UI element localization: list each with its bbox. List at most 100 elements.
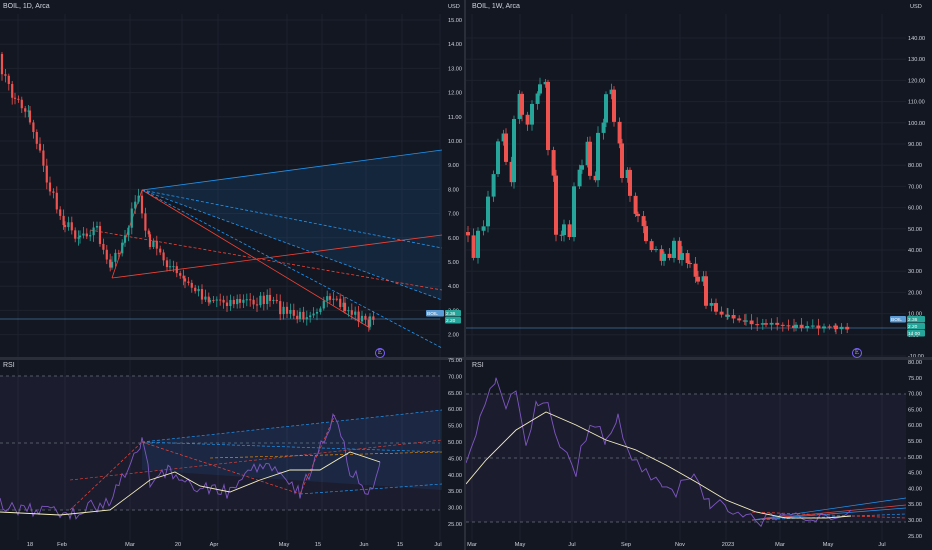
candle <box>517 93 522 119</box>
rsi-axis-label: 55.00 <box>908 439 922 445</box>
candle <box>24 108 27 112</box>
candle <box>249 299 252 301</box>
candle <box>305 317 308 320</box>
price-badge-text: 2.36 <box>446 311 456 317</box>
candle <box>567 224 572 238</box>
candle <box>580 165 584 170</box>
candle <box>109 259 112 268</box>
candle <box>625 169 630 179</box>
candle <box>155 240 158 249</box>
candle <box>13 97 17 99</box>
candle <box>554 175 558 235</box>
right-rsi-label[interactable]: RSI <box>472 362 484 369</box>
earnings-icon[interactable]: E <box>852 348 862 358</box>
candle <box>714 303 718 312</box>
time-axis-label: Apr <box>210 542 219 548</box>
price-axis-label: 40.00 <box>908 248 922 254</box>
rsi-trend-line <box>751 511 907 519</box>
candle <box>354 311 357 315</box>
price-axis-label: 7.00 <box>448 212 459 218</box>
candle <box>372 316 375 320</box>
time-axis-label: 15 <box>397 542 403 548</box>
candle <box>693 263 698 277</box>
candle <box>204 296 207 300</box>
candle <box>543 81 548 85</box>
candle <box>755 324 760 326</box>
candle <box>769 322 774 325</box>
rsi-trend-line <box>751 513 907 521</box>
candle <box>827 326 832 328</box>
candle <box>335 298 338 300</box>
candle <box>551 150 556 176</box>
price-badge-text: BOIL <box>891 317 902 323</box>
left-symbol-title[interactable]: BOIL, 1D, Arca <box>3 3 50 10</box>
candle <box>343 302 347 312</box>
candle <box>200 289 204 300</box>
candle <box>749 320 754 325</box>
price-badge <box>907 316 925 323</box>
candle <box>74 230 77 239</box>
candle <box>55 192 58 210</box>
price-axis-label: 8.00 <box>448 187 459 193</box>
candle <box>636 213 640 217</box>
candle <box>530 103 534 125</box>
candle <box>172 266 175 268</box>
candle <box>179 273 182 276</box>
time-axis-label: May <box>279 542 290 548</box>
candle <box>78 235 82 238</box>
candle <box>696 276 700 282</box>
chart-pane-right[interactable]: USD 140.00 130.00 120.00 110.00 100.00 90.00 80… <box>466 0 932 550</box>
right-symbol-title[interactable]: BOIL, 1W, Arca <box>472 3 520 10</box>
candle <box>289 310 292 314</box>
candle <box>737 318 742 321</box>
candle <box>659 249 664 261</box>
candle <box>662 253 666 261</box>
chart-pane-left[interactable]: 15.00 14.00 13.00 12.00 11.00 10.00 9.00 8.00 7.… <box>0 0 464 550</box>
rsi-axis-label: 35.00 <box>448 489 462 495</box>
candle <box>48 182 52 192</box>
rsi-axis-label: 45.00 <box>908 471 922 477</box>
candle <box>546 81 550 151</box>
candle <box>190 282 193 288</box>
candle <box>633 195 638 214</box>
candle <box>11 83 14 98</box>
earnings-icon[interactable]: E <box>375 348 385 358</box>
candle <box>4 74 7 76</box>
candle <box>466 232 470 236</box>
candle <box>144 213 147 231</box>
price-axis-label: 9.00 <box>448 163 459 169</box>
candle <box>680 253 684 260</box>
candle <box>137 195 140 202</box>
time-axis-label: Nov <box>675 542 685 548</box>
left-chart-canvas[interactable]: 15.00 14.00 13.00 12.00 11.00 10.00 9.00 8.00 7.… <box>0 0 464 550</box>
candle <box>148 234 152 247</box>
price-axis-label: 15.00 <box>448 18 462 24</box>
candle <box>357 311 360 322</box>
rsi-line <box>466 377 852 528</box>
candle <box>612 89 616 122</box>
candle <box>232 299 235 305</box>
right-chart-canvas[interactable]: USD 140.00 130.00 120.00 110.00 100.00 90.00 80… <box>466 0 932 550</box>
candle <box>77 237 80 239</box>
candle <box>279 301 282 315</box>
rsi-ma-line <box>0 451 381 516</box>
candle <box>302 311 305 320</box>
candle <box>275 299 278 302</box>
left-rsi-label[interactable]: RSI <box>3 362 15 369</box>
candle <box>262 295 265 305</box>
candle <box>147 230 150 235</box>
price-axis-label: 30.00 <box>908 269 922 275</box>
candle <box>577 169 582 187</box>
candle <box>134 201 137 209</box>
rsi-axis-label: 40.00 <box>448 473 462 479</box>
candle <box>63 225 67 228</box>
candle <box>339 298 342 308</box>
pane-divider[interactable] <box>464 0 466 550</box>
currency-label: USD <box>448 4 460 10</box>
price-axis-label: 4.00 <box>448 284 459 290</box>
candle <box>38 143 42 151</box>
rsi-axis-label: 60.00 <box>448 407 462 413</box>
candle <box>92 227 95 236</box>
candle <box>215 299 218 301</box>
candle <box>70 222 73 231</box>
